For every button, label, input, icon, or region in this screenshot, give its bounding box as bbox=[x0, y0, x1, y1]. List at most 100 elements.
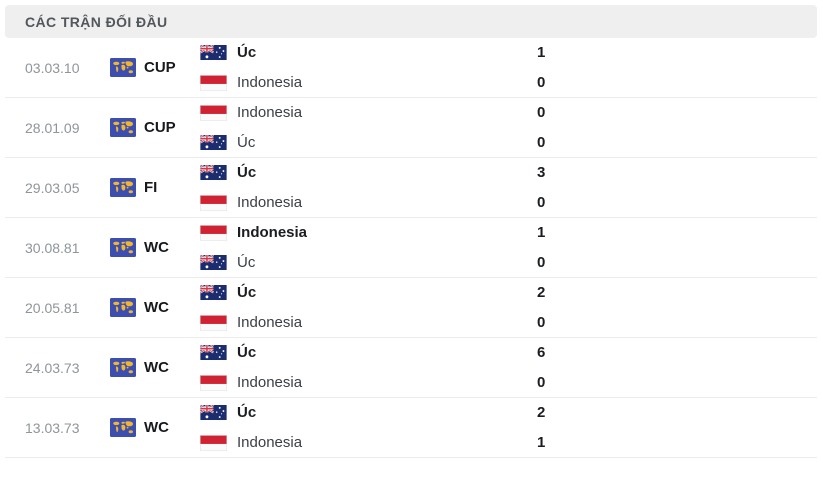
australia-flag-icon bbox=[200, 165, 227, 181]
away-score: 0 bbox=[537, 374, 546, 391]
indonesia-flag-icon bbox=[200, 374, 227, 391]
team-name: Indonesia bbox=[237, 74, 303, 91]
competition-cell: WC bbox=[110, 238, 200, 257]
competition-label: WC bbox=[144, 239, 169, 256]
team-name: Indonesia bbox=[237, 434, 303, 451]
competition-label: WC bbox=[144, 419, 169, 436]
head-to-head-widget: CÁC TRẬN ĐỐI ĐẦU 03.03.10 CUP bbox=[0, 5, 823, 479]
indonesia-flag-icon bbox=[200, 224, 227, 241]
teams-cell: Indonesia bbox=[200, 218, 537, 278]
teams-cell: Úc bbox=[200, 338, 537, 398]
team-line-away: Indonesia bbox=[200, 428, 537, 458]
competition-label: FI bbox=[144, 179, 158, 196]
teams-cell: Úc bbox=[200, 278, 537, 338]
competition-cell: CUP bbox=[110, 58, 200, 77]
team-name: Úc bbox=[237, 254, 256, 271]
match-date: 28.01.09 bbox=[25, 119, 80, 136]
home-score: 2 bbox=[537, 284, 546, 301]
match-row[interactable]: 13.03.73 WC bbox=[5, 398, 817, 458]
scores-cell: 1 0 bbox=[537, 218, 817, 278]
australia-flag-icon bbox=[200, 345, 227, 361]
teams-cell: Úc bbox=[200, 398, 537, 458]
team-name: Úc bbox=[237, 44, 257, 61]
competition-cell: FI bbox=[110, 178, 200, 197]
world-icon bbox=[110, 358, 136, 377]
indonesia-flag-icon bbox=[200, 74, 227, 91]
section-title: CÁC TRẬN ĐỐI ĐẦU bbox=[25, 13, 168, 30]
world-icon bbox=[110, 238, 136, 257]
team-line-home: Úc bbox=[200, 278, 537, 308]
team-name: Úc bbox=[237, 134, 256, 151]
team-line-home: Úc bbox=[200, 398, 537, 428]
away-score: 0 bbox=[537, 254, 546, 271]
match-date: 29.03.05 bbox=[25, 179, 80, 196]
home-score: 0 bbox=[537, 104, 546, 121]
team-name: Úc bbox=[237, 344, 257, 361]
team-name: Indonesia bbox=[237, 104, 303, 121]
team-line-home: Indonesia bbox=[200, 218, 537, 248]
match-date: 20.05.81 bbox=[25, 299, 80, 316]
home-score: 6 bbox=[537, 344, 546, 361]
competition-cell: WC bbox=[110, 418, 200, 437]
match-row[interactable]: 03.03.10 CUP bbox=[5, 38, 817, 98]
competition-cell: WC bbox=[110, 358, 200, 377]
away-score: 1 bbox=[537, 434, 546, 451]
scores-cell: 6 0 bbox=[537, 338, 817, 398]
teams-cell: Indonesia bbox=[200, 98, 537, 158]
world-icon bbox=[110, 58, 136, 77]
team-line-away: Indonesia bbox=[200, 188, 537, 218]
scores-cell: 0 0 bbox=[537, 98, 817, 158]
world-icon bbox=[110, 298, 136, 317]
match-date: 03.03.10 bbox=[25, 59, 80, 76]
indonesia-flag-icon bbox=[200, 434, 227, 451]
match-list: 03.03.10 CUP bbox=[5, 38, 817, 458]
team-line-away: Indonesia bbox=[200, 68, 537, 98]
away-score: 0 bbox=[537, 314, 546, 331]
team-line-home: Indonesia bbox=[200, 98, 537, 128]
away-score: 0 bbox=[537, 134, 546, 151]
team-line-home: Úc bbox=[200, 38, 537, 68]
team-line-home: Úc bbox=[200, 158, 537, 188]
teams-cell: Úc bbox=[200, 158, 537, 218]
australia-flag-icon bbox=[200, 135, 227, 151]
indonesia-flag-icon bbox=[200, 104, 227, 121]
match-row[interactable]: 20.05.81 WC bbox=[5, 278, 817, 338]
teams-cell: Úc bbox=[200, 38, 537, 98]
world-icon bbox=[110, 178, 136, 197]
home-score: 3 bbox=[537, 164, 546, 181]
match-row[interactable]: 24.03.73 WC bbox=[5, 338, 817, 398]
team-line-away: Úc bbox=[200, 248, 537, 278]
team-name: Indonesia bbox=[237, 194, 303, 211]
match-row[interactable]: 30.08.81 WC bbox=[5, 218, 817, 278]
indonesia-flag-icon bbox=[200, 314, 227, 331]
team-name: Indonesia bbox=[237, 374, 303, 391]
team-line-away: Úc bbox=[200, 128, 537, 158]
team-name: Úc bbox=[237, 284, 257, 301]
team-name: Indonesia bbox=[237, 224, 308, 241]
team-line-home: Úc bbox=[200, 338, 537, 368]
section-header: CÁC TRẬN ĐỐI ĐẦU bbox=[5, 5, 817, 38]
home-score: 1 bbox=[537, 224, 546, 241]
scores-cell: 2 0 bbox=[537, 278, 817, 338]
competition-cell: WC bbox=[110, 298, 200, 317]
australia-flag-icon bbox=[200, 405, 227, 421]
team-name: Úc bbox=[237, 404, 257, 421]
world-icon bbox=[110, 118, 136, 137]
match-date: 30.08.81 bbox=[25, 239, 80, 256]
away-score: 0 bbox=[537, 74, 546, 91]
australia-flag-icon bbox=[200, 45, 227, 61]
match-row[interactable]: 28.01.09 CUP bbox=[5, 98, 817, 158]
team-name: Úc bbox=[237, 164, 257, 181]
team-line-away: Indonesia bbox=[200, 368, 537, 398]
scores-cell: 1 0 bbox=[537, 38, 817, 98]
competition-label: WC bbox=[144, 359, 169, 376]
team-line-away: Indonesia bbox=[200, 308, 537, 338]
competition-cell: CUP bbox=[110, 118, 200, 137]
australia-flag-icon bbox=[200, 285, 227, 301]
match-row[interactable]: 29.03.05 FI bbox=[5, 158, 817, 218]
competition-label: CUP bbox=[144, 59, 176, 76]
home-score: 2 bbox=[537, 404, 546, 421]
home-score: 1 bbox=[537, 44, 546, 61]
competition-label: CUP bbox=[144, 119, 176, 136]
scores-cell: 3 0 bbox=[537, 158, 817, 218]
